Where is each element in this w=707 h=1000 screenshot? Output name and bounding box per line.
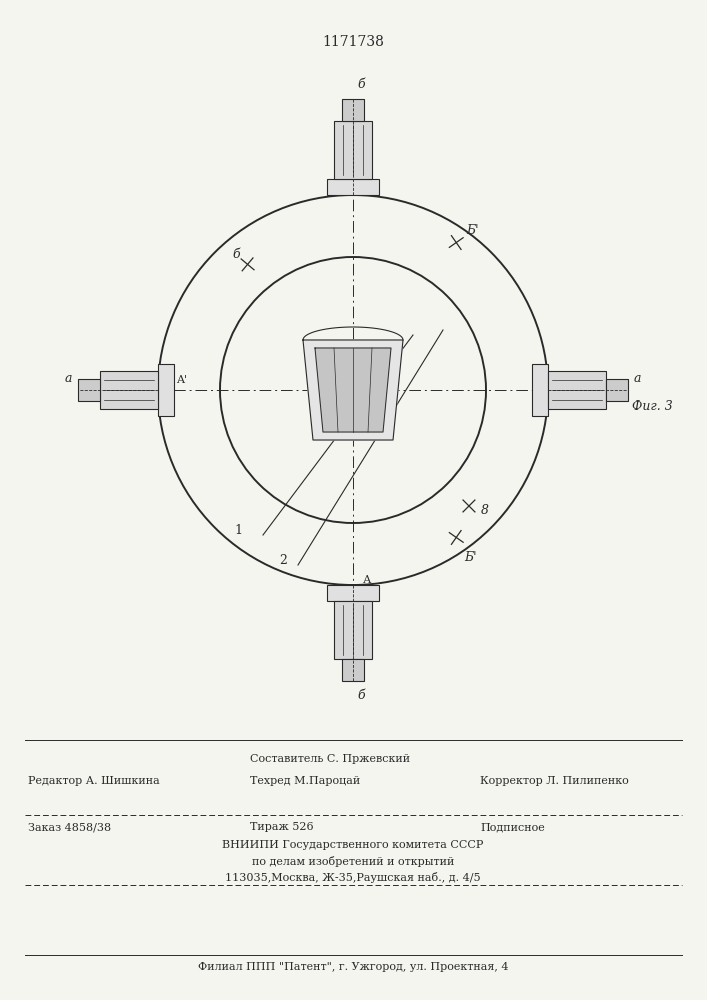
Text: Тираж 526: Тираж 526 — [250, 822, 314, 832]
Text: 1: 1 — [234, 524, 242, 536]
Polygon shape — [303, 340, 403, 440]
Text: I: I — [352, 626, 354, 635]
Bar — [334, 121, 372, 179]
Text: б: б — [357, 689, 365, 702]
Text: 8: 8 — [481, 504, 489, 517]
Text: Техред М.Пароцай: Техред М.Пароцай — [250, 776, 361, 786]
Bar — [100, 371, 158, 409]
Text: по делам изобретений и открытий: по делам изобретений и открытий — [252, 856, 454, 867]
Text: Редактор А. Шишкина: Редактор А. Шишкина — [28, 776, 160, 786]
Polygon shape — [315, 348, 391, 432]
Text: Корректор Л. Пилипенко: Корректор Л. Пилипенко — [480, 776, 629, 786]
Text: А: А — [363, 575, 371, 585]
Bar — [606, 379, 628, 401]
Text: III: III — [125, 383, 133, 392]
Text: Подписное: Подписное — [480, 822, 545, 832]
Bar — [342, 99, 364, 121]
Text: IV: IV — [573, 383, 581, 392]
Bar — [158, 364, 174, 416]
Bar — [532, 364, 548, 416]
Bar — [334, 601, 372, 659]
Text: Составитель С. Пржевский: Составитель С. Пржевский — [250, 754, 410, 764]
Bar — [548, 371, 606, 409]
Text: б: б — [357, 78, 365, 91]
Text: 2: 2 — [279, 554, 287, 566]
Bar — [327, 179, 379, 195]
Text: Филиал ППП "Патент", г. Ужгород, ул. Проектная, 4: Филиал ППП "Патент", г. Ужгород, ул. Про… — [198, 962, 508, 972]
Text: Б': Б' — [466, 224, 479, 237]
Text: а: а — [64, 371, 72, 384]
Text: 1171738: 1171738 — [322, 35, 384, 49]
Bar — [78, 379, 100, 401]
Text: Заказ 4858/38: Заказ 4858/38 — [28, 822, 111, 832]
Text: Фиг. 3: Фиг. 3 — [632, 400, 673, 413]
Text: б: б — [232, 248, 240, 261]
Text: 113035,Москва, Ж-35,Раушская наб., д. 4/5: 113035,Москва, Ж-35,Раушская наб., д. 4/… — [226, 872, 481, 883]
Text: III: III — [349, 145, 357, 154]
Text: а: а — [634, 371, 641, 384]
Text: Б': Б' — [464, 551, 477, 564]
Bar — [342, 659, 364, 681]
Bar — [327, 585, 379, 601]
Text: A': A' — [176, 375, 187, 385]
Text: ВНИИПИ Государственного комитета СССР: ВНИИПИ Государственного комитета СССР — [222, 840, 484, 850]
